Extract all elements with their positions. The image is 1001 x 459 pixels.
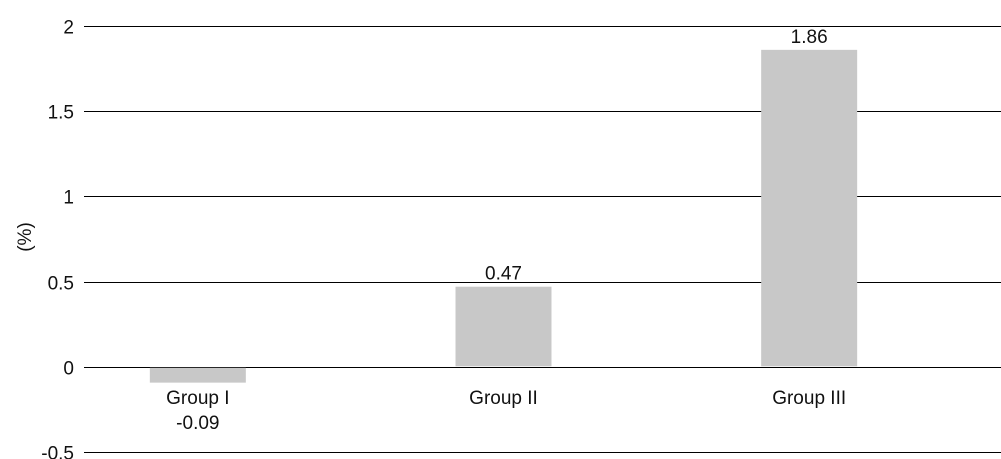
y-tick-label: -0.5 [41,444,74,459]
category-label: Group III [772,388,846,409]
y-tick-label: 0 [63,359,74,380]
value-label: 0.47 [485,264,522,285]
y-tick-label: 1.5 [48,103,74,124]
gridlines [84,26,1001,453]
y-tick-label: 0.5 [48,274,74,295]
bar [455,286,552,367]
y-axis-title: (%) [15,222,36,252]
bar [149,367,246,383]
y-tick-label: 1 [63,188,74,209]
value-label: 1.86 [791,27,828,48]
bars [149,49,858,383]
value-labels: -0.09 0.47 1.86 [176,27,827,434]
category-labels: Group I Group II Group III [166,388,846,409]
value-label: -0.09 [176,413,219,434]
category-label: Group II [469,388,538,409]
y-tick-label: 2 [63,18,74,39]
category-label: Group I [166,388,229,409]
bar [761,49,858,367]
y-tick-labels: -0.5 0 0.5 1 1.5 2 [41,18,74,459]
